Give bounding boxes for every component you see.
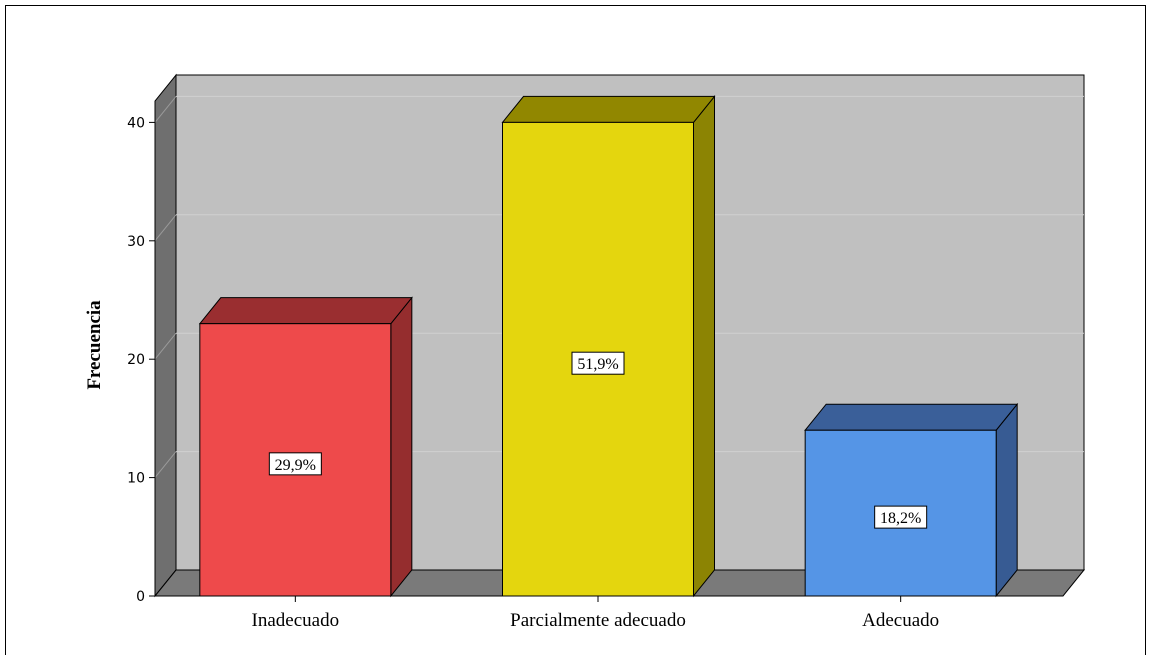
bar-side bbox=[995, 402, 1018, 598]
gridline-side bbox=[154, 214, 177, 242]
data-label-box bbox=[268, 452, 322, 476]
gridline-side bbox=[154, 96, 177, 123]
y-tick-label: 30 bbox=[127, 234, 145, 250]
bar-top bbox=[804, 403, 1019, 431]
data-label-box bbox=[874, 505, 928, 529]
bars: 29,9% 51,9% 18,2% bbox=[198, 94, 1019, 598]
chart-frame bbox=[5, 5, 1146, 655]
bar-side bbox=[390, 296, 413, 598]
y-axis-title: Frecuencia bbox=[84, 300, 105, 390]
bar-1: 29,9% bbox=[198, 296, 413, 598]
x-axis: Inadecuado Parcialmente adecuado Adecuado bbox=[252, 596, 939, 631]
y-tick-label: 20 bbox=[127, 352, 145, 368]
bar-top bbox=[501, 95, 716, 123]
x-tick-label: Adecuado bbox=[862, 610, 939, 631]
bar-side bbox=[693, 94, 715, 598]
gridline-side bbox=[154, 332, 177, 360]
data-label: 29,9% bbox=[275, 457, 316, 474]
data-label: 51,9% bbox=[577, 356, 618, 373]
left-wall bbox=[154, 73, 177, 598]
y-tick-label: 0 bbox=[136, 589, 145, 605]
y-tick-label: 40 bbox=[127, 115, 145, 131]
x-tick-label: Parcialmente adecuado bbox=[510, 610, 686, 631]
bar-3: 18,2% bbox=[804, 402, 1019, 598]
data-label-box bbox=[571, 351, 625, 375]
x-tick-label: Inadecuado bbox=[252, 610, 340, 631]
y-axis: 0 10 20 30 40 bbox=[127, 101, 156, 605]
bar-2: 51,9% bbox=[501, 94, 716, 598]
gridline-side bbox=[154, 451, 177, 478]
y-tick-label: 10 bbox=[127, 471, 145, 487]
data-label: 18,2% bbox=[880, 510, 921, 527]
bar-top bbox=[198, 297, 413, 325]
